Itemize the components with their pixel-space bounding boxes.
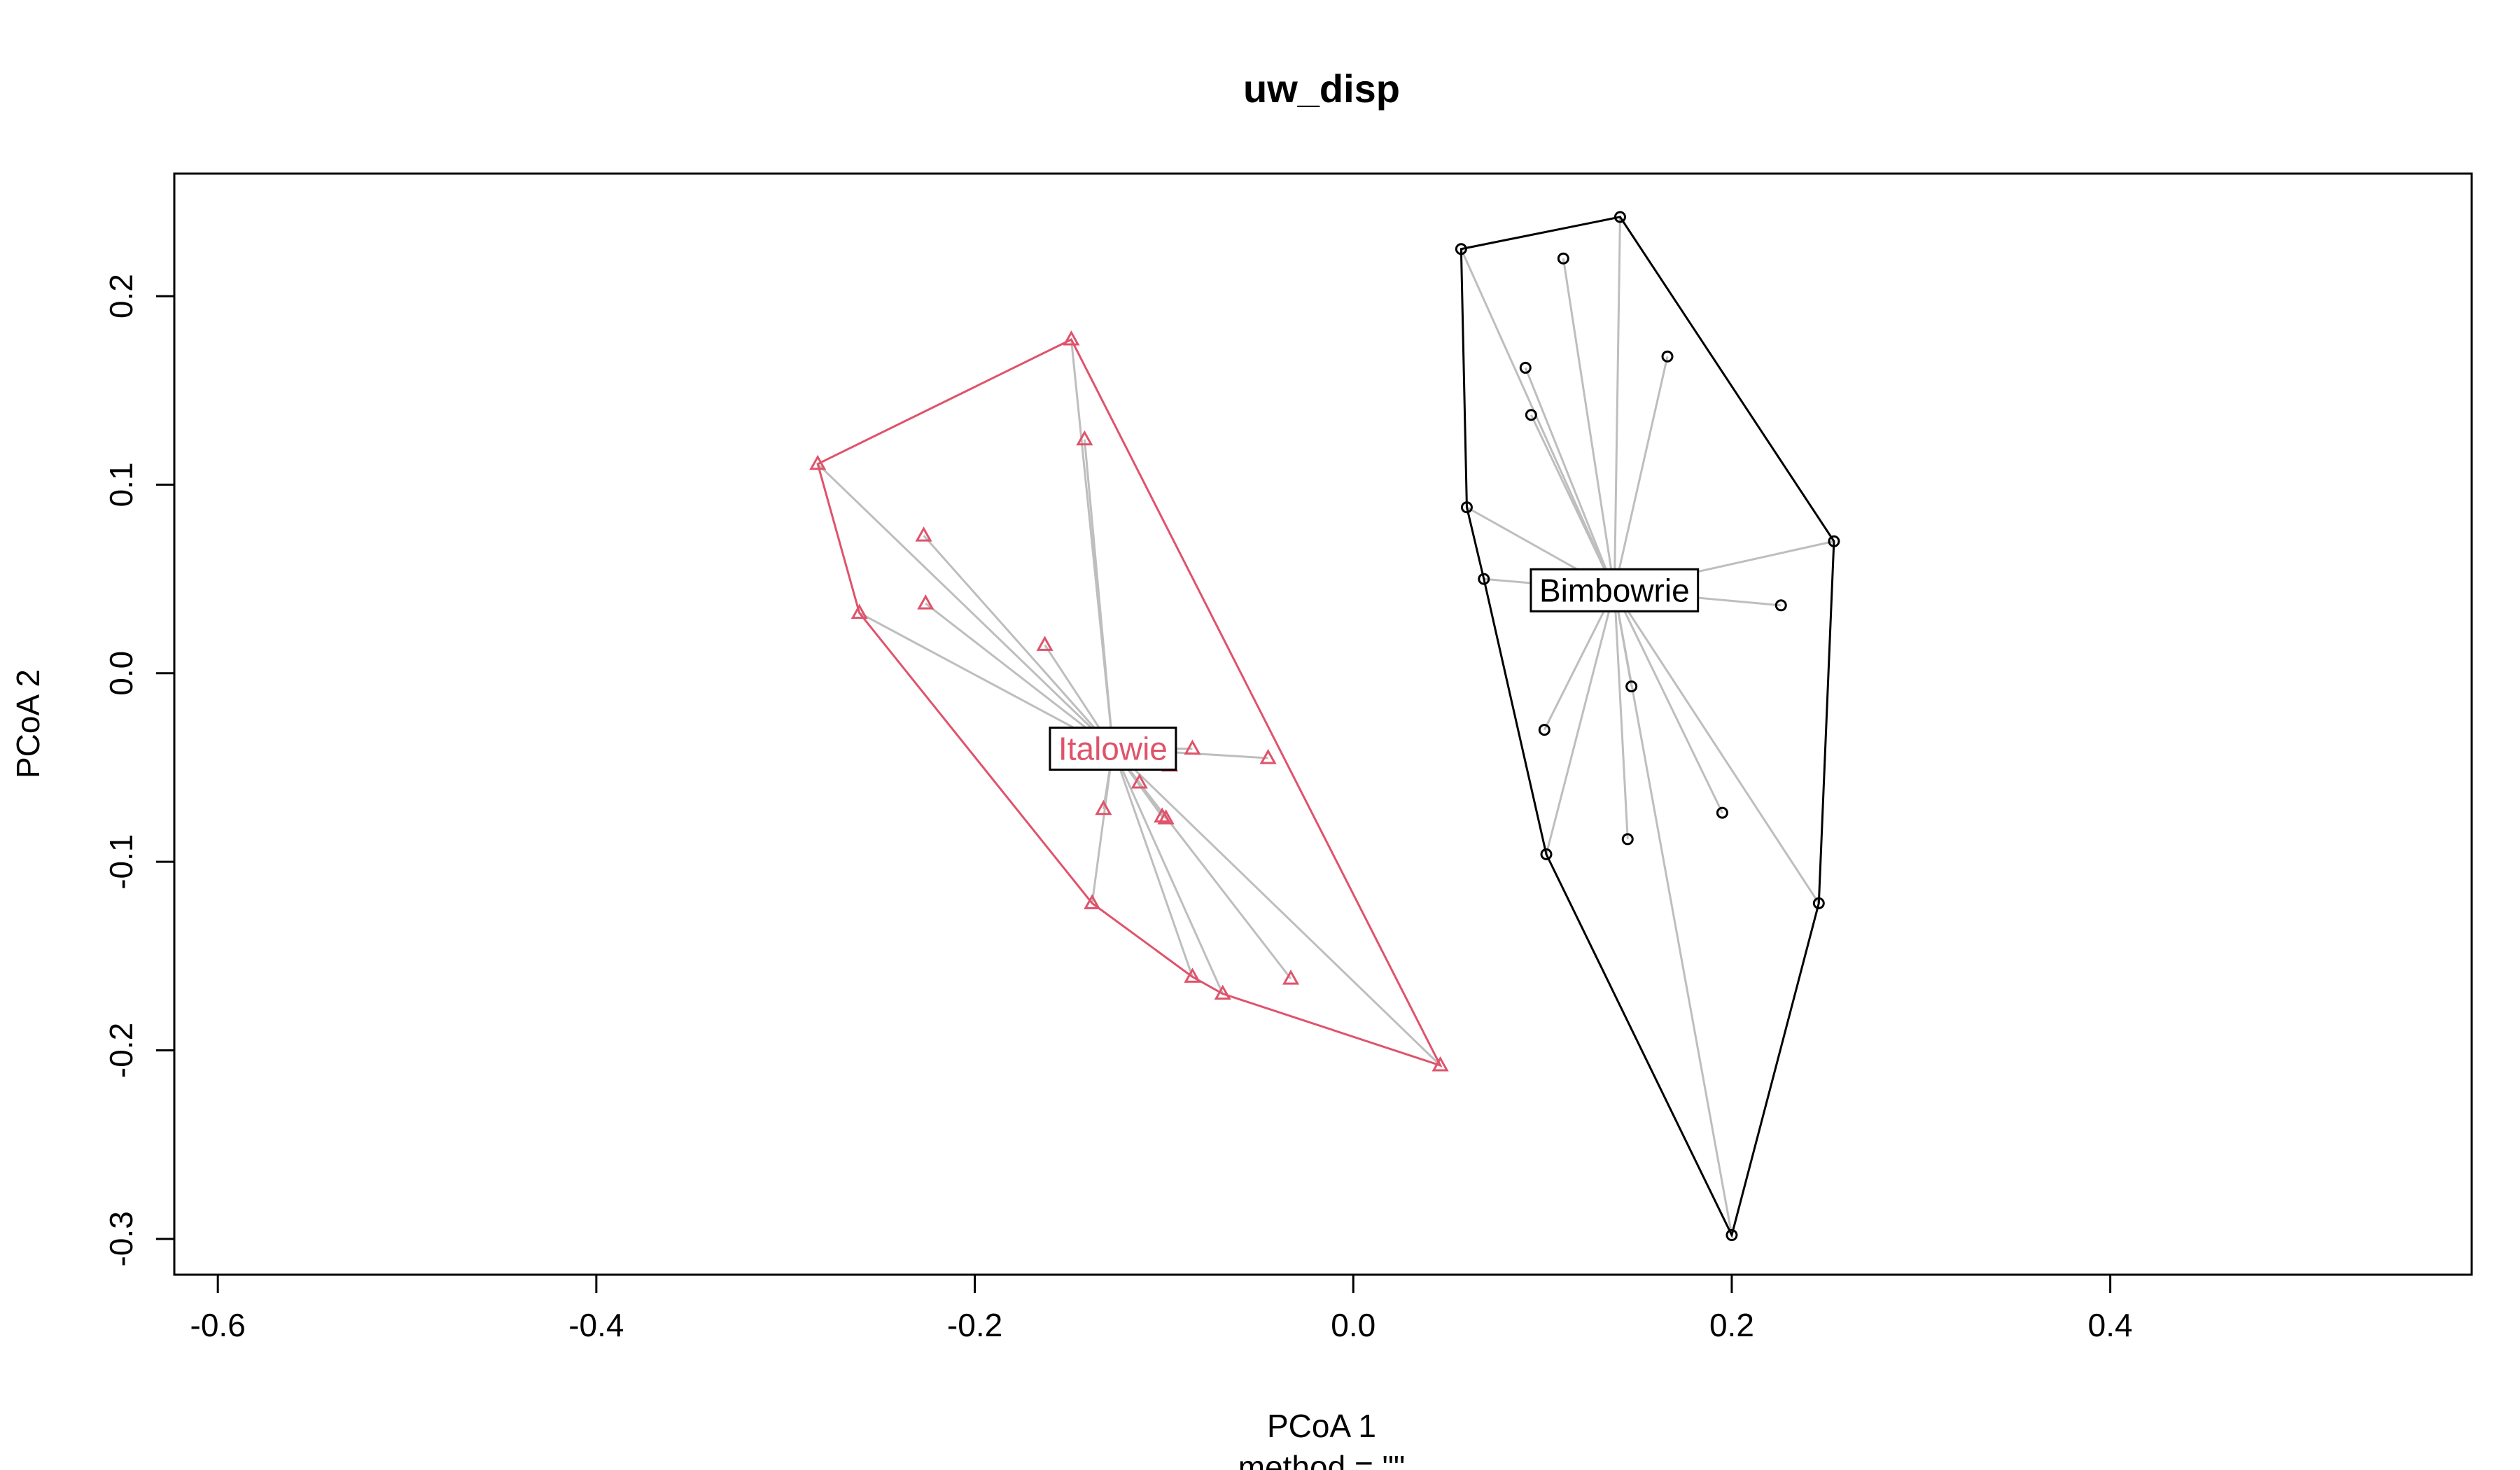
- data-point: [1095, 799, 1112, 816]
- y-tick-label: 0.0: [103, 651, 139, 696]
- centroid-label: Bimbowrie: [1539, 572, 1690, 608]
- data-point: [1036, 636, 1054, 651]
- spoke-line: [1543, 589, 1616, 731]
- centroid-label-box: [1530, 568, 1700, 612]
- spoke-line: [858, 612, 1114, 750]
- spoke-line: [1545, 589, 1616, 855]
- data-point: [1076, 430, 1093, 446]
- hull-bimbowrie: [1460, 216, 1835, 1238]
- spoke-line: [1613, 356, 1669, 591]
- data-point: [1519, 361, 1532, 374]
- hull-italowie: [816, 338, 1443, 1068]
- data-point: [809, 454, 827, 470]
- data-point: [1557, 252, 1569, 265]
- spoke-line: [1530, 414, 1616, 591]
- x-tick-label: -0.2: [947, 1307, 1002, 1343]
- data-point: [1259, 748, 1277, 764]
- plot-frame: [173, 172, 2473, 1276]
- data-point: [1154, 807, 1171, 822]
- data-point: [1460, 501, 1473, 514]
- data-point: [1828, 535, 1840, 547]
- data-point: [1214, 984, 1231, 1000]
- group-bimbowrie: Bimbowrie: [1455, 211, 1840, 1241]
- centroid-label: Italowie: [1058, 731, 1168, 767]
- data-point: [1184, 967, 1201, 983]
- data-point: [1538, 724, 1550, 736]
- spoke-line: [1091, 748, 1114, 904]
- y-tick-label: -0.3: [103, 1211, 139, 1266]
- spoke-line: [923, 535, 1114, 750]
- x-axis: -0.6 -0.4 -0.2 0.0 0.2 0.4: [190, 1273, 2133, 1343]
- data-point: [1625, 680, 1638, 693]
- x-axis-title: PCoA 1: [1267, 1408, 1376, 1444]
- spoke-line: [1112, 748, 1441, 1067]
- data-point: [1716, 806, 1728, 819]
- data-point: [1540, 848, 1553, 860]
- data-point: [1661, 350, 1674, 363]
- spoke-line: [817, 463, 1114, 750]
- data-point: [917, 594, 934, 610]
- spoke-line: [1613, 590, 1629, 839]
- y-tick-label: 0.2: [103, 274, 139, 318]
- spoke-line: [1460, 248, 1616, 591]
- data-point: [1432, 1056, 1449, 1072]
- y-tick-label: -0.1: [103, 834, 139, 889]
- spoke-line: [1112, 748, 1292, 980]
- y-axis: -0.3 -0.2 -0.1 0.0 0.1 0.2: [103, 274, 176, 1266]
- spoke-line: [1524, 367, 1616, 591]
- spoke-line: [925, 602, 1114, 750]
- data-point: [1063, 330, 1080, 346]
- data-point: [1084, 894, 1101, 909]
- data-point: [850, 603, 868, 620]
- spoke-line: [1112, 748, 1194, 977]
- data-point: [1455, 243, 1467, 255]
- group-italowie: Italowie: [809, 330, 1449, 1072]
- data-point: [1726, 1228, 1738, 1241]
- data-point: [1774, 599, 1787, 612]
- plot-layer: Bimbowrie Italowie: [809, 211, 1840, 1241]
- spoke-line: [1613, 589, 1723, 813]
- spoke-line: [1614, 589, 1820, 904]
- x-tick-label: 0.4: [2088, 1307, 2133, 1343]
- centroid-label-box: [1049, 727, 1177, 771]
- x-tick-label: -0.4: [568, 1307, 624, 1343]
- data-point: [1614, 211, 1626, 223]
- data-point: [1478, 573, 1490, 585]
- data-point: [1812, 897, 1825, 909]
- data-point: [915, 526, 932, 542]
- data-point: [1184, 739, 1201, 755]
- data-point: [1621, 833, 1634, 846]
- data-point: [1282, 969, 1300, 985]
- data-point: [1525, 409, 1537, 421]
- x-axis-subtitle: method = "": [1238, 1449, 1406, 1470]
- spoke-line: [1613, 589, 1733, 1236]
- y-tick-label: 0.1: [103, 462, 139, 507]
- chart-title: uw_disp: [1243, 66, 1400, 111]
- x-tick-label: 0.0: [1331, 1307, 1376, 1343]
- x-tick-label: -0.6: [190, 1307, 246, 1343]
- y-tick-label: -0.2: [103, 1023, 139, 1078]
- data-point: [1130, 773, 1148, 789]
- x-tick-label: 0.2: [1709, 1307, 1754, 1343]
- data-point: [1157, 809, 1175, 825]
- spoke-line: [1613, 216, 1621, 591]
- y-axis-title: PCoA 2: [10, 669, 46, 778]
- spoke-line: [1112, 748, 1224, 995]
- spoke-line: [1562, 258, 1616, 591]
- spoke-line: [1083, 439, 1114, 749]
